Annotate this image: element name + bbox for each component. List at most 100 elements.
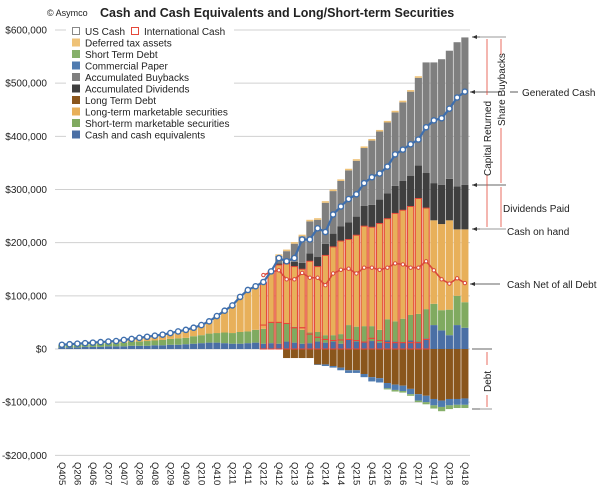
bar-international-cash (368, 226, 376, 339)
bar-international-cash (376, 223, 384, 341)
bar-dividends (376, 199, 384, 224)
bar-st-sec (159, 339, 167, 346)
bar-dividends (337, 226, 345, 242)
bar-std (391, 389, 399, 392)
bar-deferred-tax (376, 129, 384, 132)
x-tick-label: Q414 (335, 462, 346, 485)
annotation-share-buybacks: Share Buybacks (497, 53, 508, 126)
bar-cash (414, 341, 422, 349)
bar-cash (166, 344, 174, 349)
y-tick-label: $500,000 (5, 79, 47, 90)
cash-net-of-debt-point (423, 259, 429, 264)
bar-international-cash (414, 198, 422, 344)
bar-buybacks (399, 102, 407, 181)
bar-buybacks (298, 236, 306, 263)
bar-lt-sec (438, 224, 446, 311)
bar-cash (430, 325, 438, 349)
bar-cash (135, 345, 143, 349)
bar-st-sec (151, 340, 159, 346)
bar-dividends (352, 216, 360, 236)
legend-label: Long-term marketable securities (85, 108, 228, 119)
bar-st-sec (422, 309, 430, 339)
chart-credit: © Asymco (47, 8, 88, 18)
cash-net-of-debt-point (454, 276, 460, 281)
bar-cash (391, 341, 399, 349)
bar-cp (422, 395, 430, 403)
x-tick-label: Q213 (288, 462, 299, 485)
bar-buybacks (445, 50, 453, 179)
bar-lt-sec (368, 227, 376, 327)
bar-dividends (314, 257, 322, 267)
cash-net-of-debt-point (462, 280, 468, 286)
legend-label: Commercial Paper (85, 62, 168, 73)
generated-cash-point (205, 318, 213, 325)
bar-lt-sec (414, 198, 422, 314)
legend-swatch-std (72, 50, 80, 58)
bar-buybacks (461, 37, 469, 185)
cash-net-of-debt-point (276, 268, 282, 273)
bar-st-sec (190, 336, 198, 344)
legend-swatch-buybacks (72, 73, 80, 81)
bar-lt-sec (267, 271, 275, 323)
generated-cash-point (267, 268, 275, 275)
x-tick-label: Q413 (304, 462, 315, 485)
bar-st-sec (407, 314, 415, 341)
legend-swatch-dividends (72, 84, 80, 93)
bar-cp (337, 367, 345, 371)
legend-label: Accumulated Buybacks (85, 73, 189, 84)
lines (58, 88, 469, 349)
generated-cash-point (190, 324, 197, 332)
bar-cash (58, 347, 66, 349)
generated-cash-point (74, 340, 81, 347)
bar-cp (329, 366, 337, 368)
bar-lt-sec (337, 241, 345, 335)
bar-lt-sec (228, 305, 236, 334)
bar-lt-sec (174, 331, 182, 339)
bar-dividends (298, 262, 306, 270)
bar-std (422, 402, 430, 405)
bar-cash (368, 341, 376, 349)
bar-lt-sec (391, 213, 399, 322)
bar-international-cash (399, 209, 407, 344)
bar-cp (321, 364, 329, 367)
bar-st-sec (445, 309, 453, 336)
bar-st-sec (213, 333, 221, 343)
bar-dividends (391, 185, 399, 214)
bar-cash (112, 346, 120, 349)
x-tick-label: Q206 (71, 462, 82, 485)
bar-lt-sec (461, 229, 469, 303)
bar-cash (205, 342, 213, 349)
generated-cash-point (368, 173, 376, 181)
bar-dividends (275, 263, 283, 265)
bar-st-sec (383, 319, 391, 341)
bar-ltd (414, 349, 422, 395)
generated-cash-point (136, 334, 143, 342)
bar-cp (453, 398, 461, 405)
bar-international-cash (407, 206, 415, 344)
bar-international-cash (290, 266, 298, 329)
bar-cash (104, 346, 112, 349)
bar-cash (252, 342, 260, 349)
bar-cp (352, 370, 360, 373)
bar-buybacks (360, 148, 368, 206)
bar-std (383, 388, 391, 390)
legend-swatch-cp (72, 61, 80, 70)
bar-lt-sec (283, 263, 291, 324)
legend-label: Deferred tax assets (85, 39, 172, 50)
bar-lt-sec (430, 220, 438, 304)
bar-cash (290, 342, 298, 349)
generated-cash-point (438, 114, 445, 122)
bar-st-sec (221, 332, 229, 344)
bar-lt-sec (252, 286, 260, 330)
cash-net-of-debt-point (261, 272, 266, 278)
bar-deferred-tax (391, 110, 399, 113)
cash-net-of-debt-point (361, 265, 367, 270)
bar-buybacks (414, 77, 422, 166)
generated-cash-point (167, 329, 174, 337)
bar-cp (383, 383, 391, 389)
bar-st-sec (267, 322, 275, 344)
bar-cp (430, 398, 438, 406)
bar-st-sec (461, 302, 469, 328)
legend-label: Short-term marketable securities (85, 119, 230, 130)
